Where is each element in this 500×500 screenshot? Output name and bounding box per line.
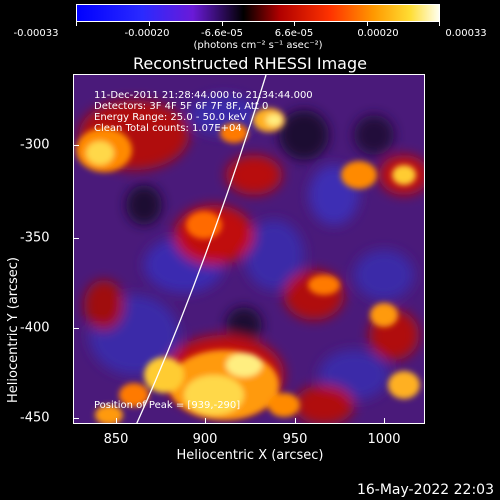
x-tick-mark (384, 418, 385, 424)
colorbar-tick-label: 0.00033 (445, 28, 487, 39)
y-tick-mark (73, 418, 79, 419)
y-tick-label: -450 (20, 410, 50, 426)
y-tick-mark (73, 328, 79, 329)
x-tick-label: 1000 (367, 432, 401, 447)
colorbar-tick (294, 22, 295, 26)
time-range: 11-Dec-2011 21:28:44.000 to 21:34:44.000 (94, 90, 313, 101)
x-axis-label: Heliocentric X (arcsec) (176, 448, 324, 463)
colorbar-tick-label: -0.00033 (13, 28, 59, 39)
colorbar-tick-label: -0.00020 (124, 28, 170, 39)
colorbar-units: (photons cm⁻² s⁻¹ asec⁻²) (193, 40, 323, 51)
peak-position: Position of Peak = [939,-290] (94, 400, 240, 411)
colorbar-tick (222, 22, 223, 26)
colorbar-tick (439, 22, 440, 26)
x-tick-label: 850 (103, 432, 129, 447)
y-tick-label: -300 (20, 137, 50, 153)
x-tick-mark (116, 418, 117, 424)
solar-limb (136, 75, 267, 423)
colorbar-tick-label: 0.00020 (357, 28, 399, 39)
colorbar-tick (76, 22, 77, 26)
image-title: Reconstructed RHESSI Image (133, 54, 367, 73)
generation-date: 16-May-2022 22:03 (356, 482, 494, 498)
colorbar-gradient (77, 5, 439, 21)
intensity-map: 11-Dec-2011 21:28:44.000 to 21:34:44.000… (74, 75, 424, 423)
detectors-info: Detectors: 3F 4F 5F 6F 7F 8F, Att 0 (94, 101, 268, 112)
rhessi-image: 11-Dec-2011 21:28:44.000 to 21:34:44.000… (73, 74, 425, 424)
x-tick-mark (205, 418, 206, 424)
x-tick-label: 950 (282, 432, 308, 447)
colorbar-tick (149, 22, 150, 26)
y-tick-mark (73, 145, 79, 146)
y-tick-label: -400 (20, 320, 50, 336)
y-axis-label: Heliocentric Y (arcsec) (6, 257, 21, 403)
colorbar-tick-label: 6.6e-05 (274, 28, 314, 39)
colorbar-tick-label: -6.6e-05 (201, 28, 243, 39)
y-tick-mark (73, 238, 79, 239)
colorbar (76, 4, 440, 22)
colorbar-tick (367, 22, 368, 26)
x-tick-label: 900 (192, 432, 218, 447)
y-tick-label: -350 (20, 230, 50, 246)
energy-range: Energy Range: 25.0 - 50.0 keV (94, 112, 247, 123)
x-tick-mark (295, 418, 296, 424)
clean-counts: Clean Total counts: 1.07E+04 (94, 123, 242, 134)
